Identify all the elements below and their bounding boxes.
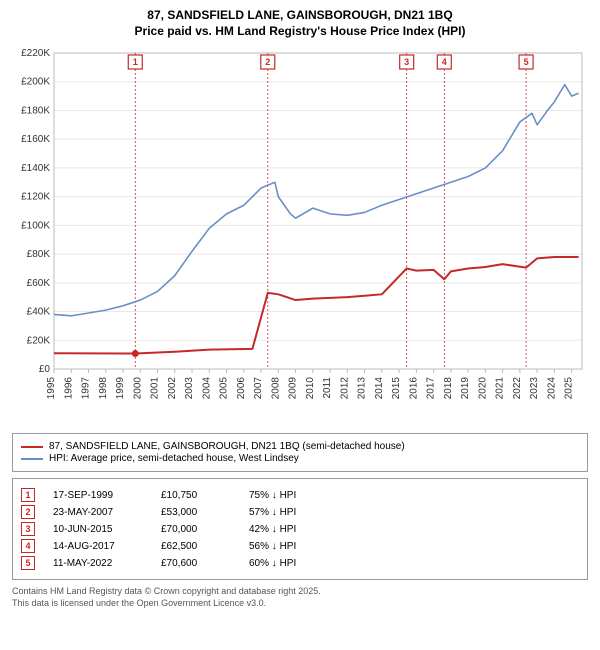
svg-text:5: 5 (524, 57, 529, 67)
row-marker: 3 (21, 522, 35, 536)
svg-text:1995: 1995 (46, 377, 57, 400)
row-marker: 1 (21, 488, 35, 502)
svg-text:2007: 2007 (253, 377, 264, 400)
svg-text:2009: 2009 (288, 377, 299, 400)
svg-text:£180K: £180K (21, 106, 50, 117)
svg-text:2006: 2006 (236, 377, 247, 400)
row-date: 14-AUG-2017 (53, 541, 143, 552)
svg-text:1997: 1997 (81, 377, 92, 400)
row-date: 23-MAY-2007 (53, 507, 143, 518)
legend-item: 87, SANDSFIELD LANE, GAINSBOROUGH, DN21 … (21, 441, 579, 452)
row-marker: 4 (21, 539, 35, 553)
row-hpi: 56% ↓ HPI (249, 541, 339, 552)
svg-text:2004: 2004 (201, 377, 212, 400)
row-hpi: 75% ↓ HPI (249, 490, 339, 501)
svg-text:2010: 2010 (305, 377, 316, 400)
data-row: 1 17-SEP-1999 £10,750 75% ↓ HPI (21, 488, 579, 502)
svg-text:£220K: £220K (21, 48, 50, 59)
legend-swatch-blue (21, 458, 43, 460)
svg-text:£40K: £40K (27, 307, 51, 318)
svg-text:2016: 2016 (408, 377, 419, 400)
data-row: 5 11-MAY-2022 £70,600 60% ↓ HPI (21, 556, 579, 570)
svg-text:2022: 2022 (512, 377, 523, 400)
svg-text:2024: 2024 (546, 377, 557, 400)
svg-text:2000: 2000 (132, 377, 143, 400)
svg-text:£100K: £100K (21, 221, 50, 232)
svg-text:1: 1 (133, 57, 138, 67)
svg-text:1999: 1999 (115, 377, 126, 400)
svg-text:2018: 2018 (443, 377, 454, 400)
svg-text:1998: 1998 (98, 377, 109, 400)
svg-text:2012: 2012 (339, 377, 350, 400)
svg-text:2005: 2005 (219, 377, 230, 400)
svg-text:2003: 2003 (184, 377, 195, 400)
svg-text:2002: 2002 (167, 377, 178, 400)
svg-text:2021: 2021 (495, 377, 506, 400)
svg-text:2008: 2008 (270, 377, 281, 400)
row-hpi: 60% ↓ HPI (249, 558, 339, 569)
svg-text:£0: £0 (39, 364, 51, 375)
svg-text:£160K: £160K (21, 134, 50, 145)
row-marker: 2 (21, 505, 35, 519)
svg-text:3: 3 (404, 57, 409, 67)
svg-text:1996: 1996 (63, 377, 74, 400)
title-line1: 87, SANDSFIELD LANE, GAINSBOROUGH, DN21 … (12, 8, 588, 24)
row-date: 11-MAY-2022 (53, 558, 143, 569)
chart-container: 87, SANDSFIELD LANE, GAINSBOROUGH, DN21 … (0, 0, 600, 616)
svg-text:2023: 2023 (529, 377, 540, 400)
title-line2: Price paid vs. HM Land Registry's House … (12, 24, 588, 40)
svg-text:£80K: £80K (27, 249, 51, 260)
svg-text:2020: 2020 (477, 377, 488, 400)
row-hpi: 57% ↓ HPI (249, 507, 339, 518)
row-price: £10,750 (161, 490, 231, 501)
row-marker: 5 (21, 556, 35, 570)
footer-line: This data is licensed under the Open Gov… (12, 598, 588, 610)
data-row: 4 14-AUG-2017 £62,500 56% ↓ HPI (21, 539, 579, 553)
svg-text:£120K: £120K (21, 192, 50, 203)
data-table: 1 17-SEP-1999 £10,750 75% ↓ HPI 2 23-MAY-2007… (12, 478, 588, 580)
legend: 87, SANDSFIELD LANE, GAINSBOROUGH, DN21 … (12, 433, 588, 472)
data-row: 3 10-JUN-2015 £70,000 42% ↓ HPI (21, 522, 579, 536)
svg-text:£140K: £140K (21, 163, 50, 174)
svg-text:2001: 2001 (150, 377, 161, 400)
legend-item: HPI: Average price, semi-detached house,… (21, 453, 579, 464)
data-row: 2 23-MAY-2007 £53,000 57% ↓ HPI (21, 505, 579, 519)
title-block: 87, SANDSFIELD LANE, GAINSBOROUGH, DN21 … (12, 8, 588, 39)
legend-label: HPI: Average price, semi-detached house,… (49, 453, 299, 464)
svg-text:2011: 2011 (322, 377, 333, 399)
legend-swatch-red (21, 446, 43, 448)
footer: Contains HM Land Registry data © Crown c… (12, 586, 588, 609)
chart: £0 £20K £40K £60K £80K £100K £120K £140K £160K £1… (12, 45, 588, 425)
svg-text:2013: 2013 (357, 377, 368, 400)
svg-text:£60K: £60K (27, 278, 51, 289)
svg-text:2: 2 (265, 57, 270, 67)
row-price: £62,500 (161, 541, 231, 552)
row-price: £70,000 (161, 524, 231, 535)
footer-line: Contains HM Land Registry data © Crown c… (12, 586, 588, 598)
row-price: £53,000 (161, 507, 231, 518)
svg-text:2019: 2019 (460, 377, 471, 400)
row-hpi: 42% ↓ HPI (249, 524, 339, 535)
row-date: 10-JUN-2015 (53, 524, 143, 535)
row-date: 17-SEP-1999 (53, 490, 143, 501)
svg-text:2014: 2014 (374, 377, 385, 400)
svg-text:£200K: £200K (21, 77, 50, 88)
svg-text:2025: 2025 (564, 377, 575, 400)
svg-text:4: 4 (442, 57, 447, 67)
row-price: £70,600 (161, 558, 231, 569)
svg-text:£20K: £20K (27, 335, 51, 346)
svg-text:2015: 2015 (391, 377, 402, 400)
legend-label: 87, SANDSFIELD LANE, GAINSBOROUGH, DN21 … (49, 441, 405, 452)
svg-text:2017: 2017 (426, 377, 437, 400)
